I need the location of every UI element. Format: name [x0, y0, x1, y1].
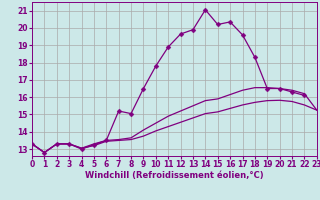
X-axis label: Windchill (Refroidissement éolien,°C): Windchill (Refroidissement éolien,°C)	[85, 171, 264, 180]
